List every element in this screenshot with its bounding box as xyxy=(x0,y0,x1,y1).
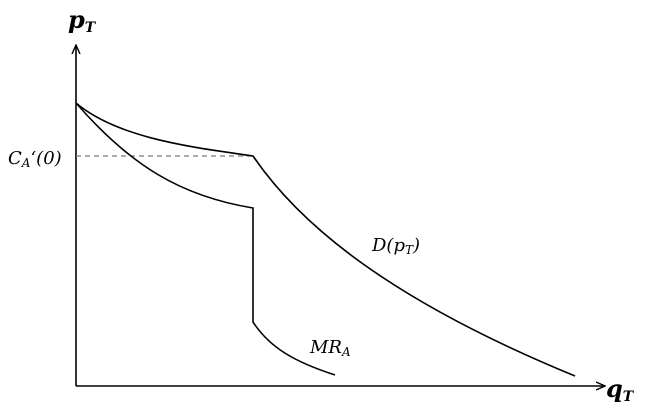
ca0-level-label: CA‘(0) xyxy=(8,148,62,170)
demand-curve-label: D(pT) xyxy=(371,235,420,257)
marginal-revenue-curve xyxy=(75,102,336,376)
demand-curve xyxy=(75,102,576,377)
marginal-revenue-curve-label: MRA xyxy=(309,337,351,359)
y-axis-label: pT xyxy=(68,5,97,36)
x-axis-label: qT xyxy=(606,374,635,405)
